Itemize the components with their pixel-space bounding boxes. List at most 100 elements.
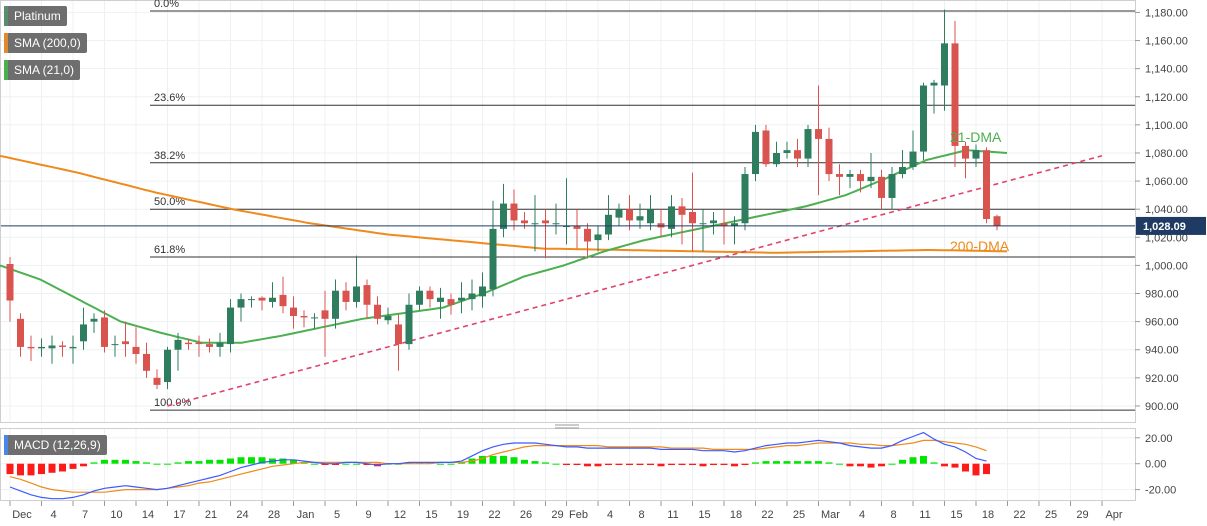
candle-body xyxy=(930,82,938,86)
candle-body xyxy=(920,85,927,152)
candle-body xyxy=(741,174,749,224)
macd-bar xyxy=(426,462,434,464)
candle-body xyxy=(132,346,140,354)
candle-body xyxy=(237,299,245,308)
x-tick-label: 12 xyxy=(394,509,406,521)
candle-body xyxy=(174,339,182,350)
macd-bar xyxy=(941,463,948,467)
macd-bar xyxy=(909,457,917,464)
candle-body xyxy=(185,342,192,345)
macd-bar xyxy=(920,455,927,464)
candle-body xyxy=(153,377,161,385)
macd-bar xyxy=(752,462,759,464)
legend-sma200[interactable]: SMA (200,0) xyxy=(4,33,87,53)
macd-bar xyxy=(290,459,297,464)
candle-body xyxy=(941,43,948,86)
macd-bar xyxy=(237,457,245,464)
x-tick-label: Mar xyxy=(821,509,840,521)
macd-signal-line xyxy=(9,439,987,493)
candle-body xyxy=(584,228,591,242)
candle-body xyxy=(531,223,539,225)
fib-label: 0.0% xyxy=(154,0,179,10)
macd-bar xyxy=(258,457,266,464)
macd-bar xyxy=(164,463,171,465)
fib-label: 100.0% xyxy=(154,397,192,409)
x-tick-label: 22 xyxy=(1013,509,1025,521)
x-tick-label: 4 xyxy=(50,509,56,521)
candle-body xyxy=(374,304,381,319)
candle-body xyxy=(206,344,213,347)
candle-body xyxy=(500,203,507,229)
candle-body xyxy=(27,346,35,349)
macd-bar xyxy=(878,463,885,467)
candle-body xyxy=(216,342,224,347)
macd-bar xyxy=(279,458,287,464)
macd-bar xyxy=(90,462,98,464)
candle-body xyxy=(17,318,24,347)
candle-body xyxy=(993,216,1001,227)
candle-body xyxy=(710,220,717,224)
x-tick-label: 22 xyxy=(761,509,773,521)
candle-body xyxy=(626,209,633,221)
candle-body xyxy=(426,290,434,300)
last-price-tag xyxy=(1136,216,1206,235)
candle-body xyxy=(815,129,822,139)
candle-body xyxy=(38,346,45,349)
candle-body xyxy=(689,212,696,224)
macd-bar xyxy=(69,463,77,469)
x-tick-label: Apr xyxy=(1105,509,1122,521)
y-tick-label: 1,040.00 xyxy=(1145,204,1188,216)
x-tick-label: 17 xyxy=(173,509,185,521)
x-tick-label: 8 xyxy=(890,509,896,521)
macd-bar xyxy=(552,463,560,465)
sma-200-path xyxy=(0,154,1008,254)
macd-bar xyxy=(699,463,707,467)
candle-body xyxy=(458,297,465,301)
macd-axis: 20.00 0.00 -20.00 xyxy=(1135,433,1176,497)
candle-body xyxy=(720,223,728,227)
macd-bar xyxy=(479,455,486,464)
candle-body xyxy=(122,341,129,345)
x-tick-label: 4 xyxy=(607,509,613,521)
y-tick-label: 1,120.00 xyxy=(1145,92,1188,104)
candle-body xyxy=(279,294,287,307)
legend-swatch xyxy=(4,6,8,26)
candle-body xyxy=(762,130,770,165)
annotation-200dma: 200-DMA xyxy=(950,238,1010,254)
price-panel-frame xyxy=(0,0,1136,423)
x-tick-label: 26 xyxy=(520,509,532,521)
x-tick-label: 11 xyxy=(667,509,678,521)
x-tick-label: 15 xyxy=(698,509,710,521)
candle-body xyxy=(479,286,486,297)
candle-body xyxy=(825,138,833,175)
macd-bar xyxy=(731,463,738,467)
legend-label: SMA (21,0) xyxy=(14,63,75,77)
x-tick-label: 22 xyxy=(488,509,500,521)
y-tick-label: 1,180.00 xyxy=(1145,7,1188,19)
candle-body xyxy=(363,285,371,305)
macd-bar xyxy=(846,463,854,467)
macd-bar xyxy=(741,463,749,465)
legend-label: Platinum xyxy=(14,9,61,23)
candle-body xyxy=(405,304,413,345)
macd-bar xyxy=(605,463,612,465)
macd-bar xyxy=(626,463,633,465)
macd-bar xyxy=(227,458,234,464)
x-tick-label: 9 xyxy=(365,509,371,521)
candle-body xyxy=(447,299,455,305)
legend-swatch xyxy=(4,60,8,80)
candle-body xyxy=(69,346,77,349)
macd-bar xyxy=(416,462,423,464)
legend-sma21[interactable]: SMA (21,0) xyxy=(4,60,81,80)
candlesticks xyxy=(6,9,1001,390)
candle-body xyxy=(195,342,203,345)
legend-platinum[interactable]: Platinum xyxy=(4,6,67,26)
legend-swatch xyxy=(4,33,8,53)
candle-body xyxy=(48,345,56,349)
candle-body xyxy=(951,43,959,146)
fib-label: 38.2% xyxy=(154,150,185,162)
legend-macd[interactable]: MACD (12,26,9) xyxy=(4,435,107,455)
candle-body xyxy=(227,307,234,345)
macd-bar xyxy=(678,463,686,465)
y-tick-label: 1,080.00 xyxy=(1145,148,1188,160)
